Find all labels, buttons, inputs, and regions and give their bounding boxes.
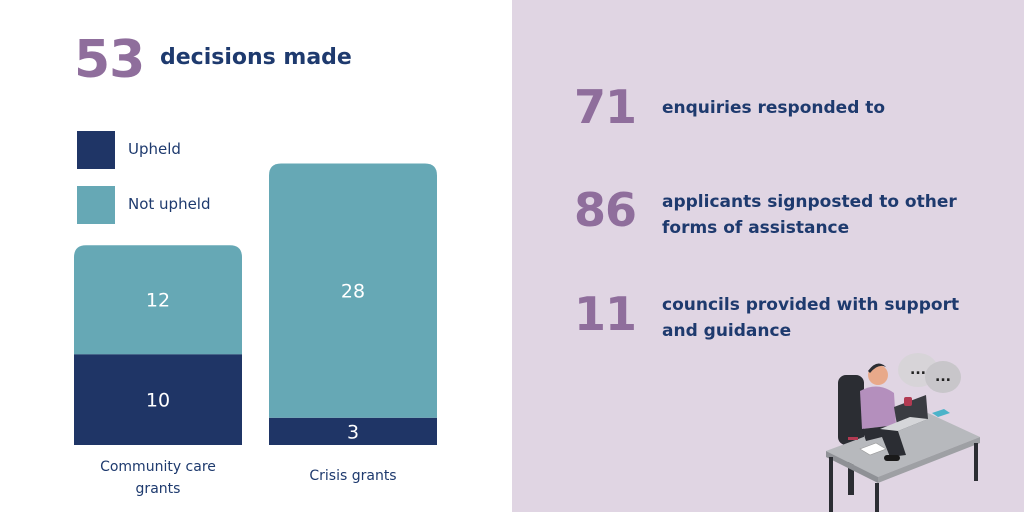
data-label-upheld: 10 xyxy=(146,390,170,412)
svg-text:...: ... xyxy=(910,362,926,378)
legend-label-upheld: Upheld xyxy=(128,140,181,158)
legend-swatch-upheld xyxy=(77,131,115,169)
chair-icon xyxy=(838,375,864,445)
bar-segment-not-upheld xyxy=(74,245,242,355)
bar-segment-not-upheld xyxy=(269,163,437,418)
category-label: grants xyxy=(136,481,181,497)
decisions-count: 53 xyxy=(74,30,145,90)
mug-icon xyxy=(904,397,912,406)
data-label-not-upheld: 28 xyxy=(341,281,365,303)
stat-text-enquiries: enquiries responded to xyxy=(662,98,886,118)
phone-icon xyxy=(932,409,950,417)
data-label-not-upheld: 12 xyxy=(146,290,170,312)
bar-segment-upheld xyxy=(269,417,437,445)
data-label-upheld: 3 xyxy=(347,421,359,443)
bar-segment-upheld xyxy=(74,354,242,445)
desk-icon xyxy=(826,413,980,477)
category-label: Crisis grants xyxy=(309,468,396,484)
stat-number-councils: 11 xyxy=(573,287,637,341)
person-at-laptop-illustration: ... ... xyxy=(826,353,980,512)
stat-text-councils: councils provided with support and guida… xyxy=(662,295,960,341)
category-label: Community care xyxy=(100,459,216,475)
person-icon xyxy=(868,365,888,385)
svg-text:...: ... xyxy=(935,369,951,385)
decisions-label: decisions made xyxy=(160,45,352,70)
stacked-bar-chart: 10 12 Community care grants 3 28 Crisis grants xyxy=(74,163,437,497)
stat-number-enquiries: 71 xyxy=(573,80,637,134)
legend-label-not-upheld: Not upheld xyxy=(128,195,211,213)
stat-text-signposted: applicants signposted to other forms of … xyxy=(662,192,957,238)
legend-swatch-not-upheld xyxy=(77,186,115,224)
speech-bubble-icon xyxy=(925,361,961,393)
stat-number-signposted: 86 xyxy=(573,183,637,237)
